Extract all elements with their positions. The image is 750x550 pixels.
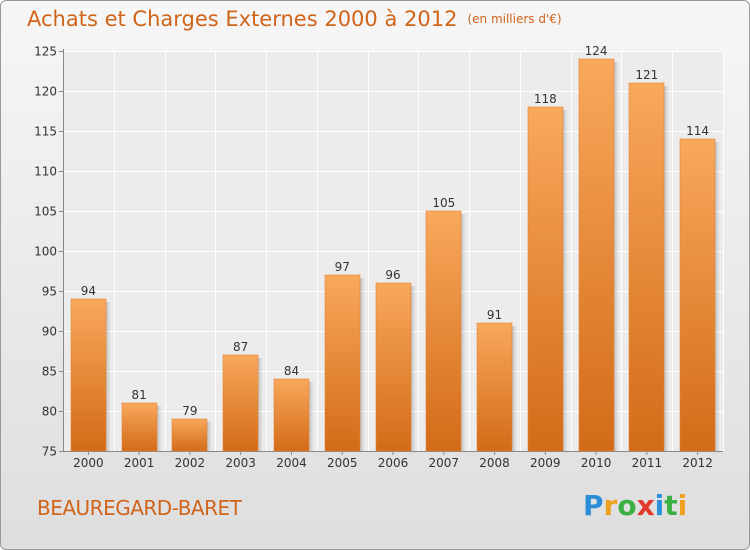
bar — [425, 210, 462, 452]
bar — [273, 378, 310, 452]
bar — [222, 354, 259, 452]
bar-shadow — [309, 382, 314, 451]
bar-shadow — [563, 110, 568, 451]
bar-value-label: 81 — [132, 388, 147, 402]
title-unit: (en milliers d'€) — [467, 12, 562, 26]
bar-shadow — [157, 406, 162, 451]
x-tick-label: 2000 — [73, 456, 104, 470]
axis-layer — [59, 49, 723, 455]
bar-value-label: 94 — [81, 284, 96, 298]
y-tick-label: 75 — [42, 445, 57, 459]
bar-value-label: 87 — [233, 340, 248, 354]
x-tick-label: 2001 — [124, 456, 155, 470]
y-tick-label: 120 — [34, 85, 57, 99]
logo-letter: P — [583, 489, 604, 522]
bar-shadow — [664, 86, 669, 451]
bar-value-label: 124 — [585, 44, 608, 58]
bar — [476, 322, 513, 452]
bar — [375, 282, 412, 452]
bar — [527, 106, 564, 452]
y-tick-label: 105 — [34, 205, 57, 219]
bar-shadow — [360, 278, 365, 451]
x-tick-label: 2009 — [530, 456, 561, 470]
logo-letter: o — [617, 489, 637, 522]
bar-value-label: 91 — [487, 308, 502, 322]
bar-value-label: 114 — [686, 124, 709, 138]
y-tick-label: 100 — [34, 245, 57, 259]
x-tick-label: 2005 — [327, 456, 358, 470]
logo-letter: r — [603, 489, 618, 522]
bar-value-label: 96 — [385, 268, 400, 282]
bar-shadow — [411, 286, 416, 451]
proxiti-logo: Proxiti — [583, 489, 687, 522]
title-text: Achats et Charges Externes 2000 à 2012 — [27, 7, 458, 31]
chart-title: Achats et Charges Externes 2000 à 2012 (e… — [27, 7, 562, 31]
logo-letter: t — [664, 489, 678, 522]
x-tick-label: 2008 — [479, 456, 510, 470]
bar — [324, 274, 361, 452]
logo-letter: x — [636, 489, 655, 522]
bar — [121, 402, 158, 452]
bar — [578, 58, 615, 452]
y-tick-label: 90 — [42, 325, 57, 339]
bar-layer — [70, 58, 720, 452]
bar-shadow — [207, 422, 212, 451]
bar-value-label: 84 — [284, 364, 299, 378]
bar-value-label: 97 — [335, 260, 350, 274]
x-tick-label: 2010 — [581, 456, 612, 470]
y-tick-label: 85 — [42, 365, 57, 379]
bar-shadow — [461, 214, 466, 451]
bar-shadow — [106, 302, 111, 451]
x-tick-label: 2011 — [632, 456, 663, 470]
y-tick-label: 115 — [34, 125, 57, 139]
x-tick-label: 2004 — [276, 456, 307, 470]
bar — [171, 418, 208, 452]
logo-letter: i — [677, 489, 688, 522]
x-tick-label: 2002 — [175, 456, 206, 470]
bar-value-label: 105 — [432, 196, 455, 210]
y-tick-label: 80 — [42, 405, 57, 419]
commune-name: BEAUREGARD-BARET — [37, 496, 242, 520]
bar-shadow — [512, 326, 517, 451]
x-tick-label: 2007 — [428, 456, 459, 470]
bar — [679, 138, 716, 452]
bar-shadow — [715, 142, 720, 451]
x-tick-label: 2006 — [378, 456, 409, 470]
x-tick-label: 2012 — [682, 456, 713, 470]
bar-value-label: 118 — [534, 92, 557, 106]
bar — [628, 82, 665, 452]
bar — [70, 298, 107, 452]
bar-value-label: 79 — [182, 404, 197, 418]
y-tick-label: 95 — [42, 285, 57, 299]
bar-shadow — [614, 62, 619, 451]
x-tick-label: 2003 — [225, 456, 256, 470]
bar-value-label: 121 — [635, 68, 658, 82]
label-layer: 75 80 85 90 95 100 105 110 115 120 125 94 2000 81 2001… — [34, 44, 713, 470]
logo-letter: i — [654, 489, 665, 522]
y-tick-label: 125 — [34, 45, 57, 59]
y-tick-label: 110 — [34, 165, 57, 179]
bar-shadow — [258, 358, 263, 451]
